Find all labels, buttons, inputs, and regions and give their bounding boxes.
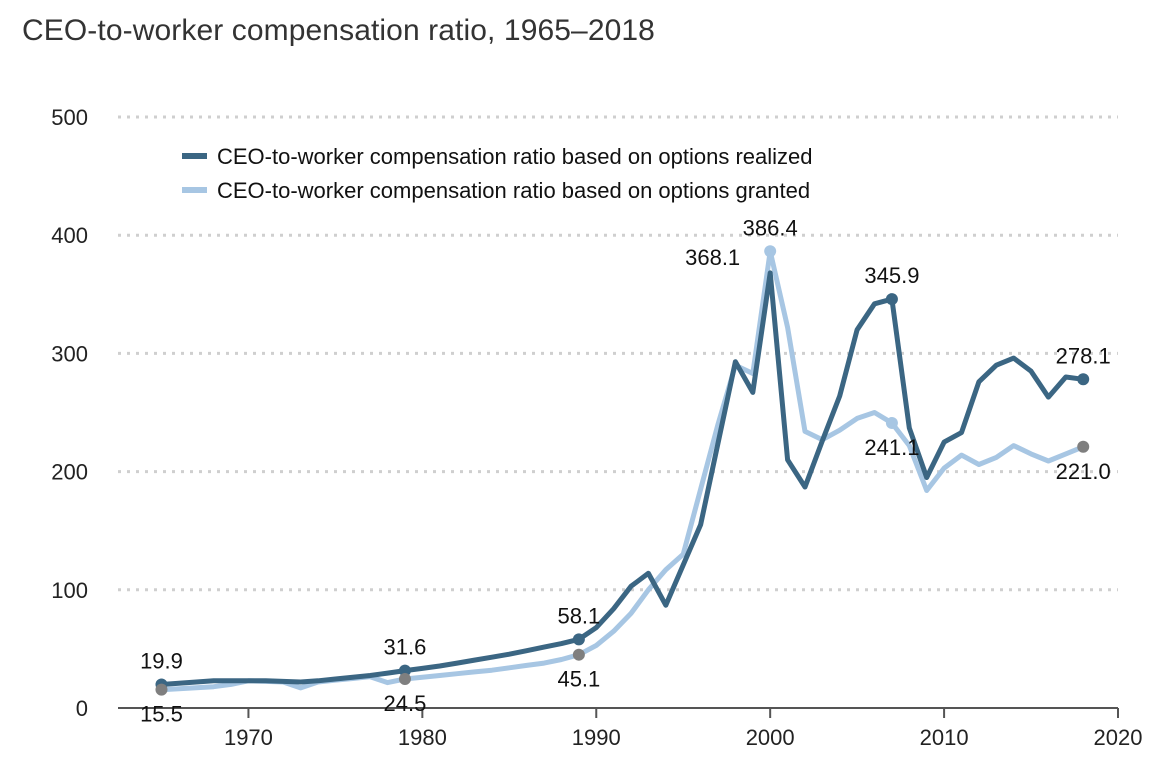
data-label-1965-granted: 15.5 (140, 702, 183, 727)
data-point-1989-realized (572, 633, 585, 646)
legend: CEO-to-worker compensation ratio based o… (182, 144, 813, 203)
x-tick-label-2000: 2000 (746, 725, 795, 750)
series-lines (159, 248, 1086, 693)
data-label-2018-granted: 221.0 (1056, 459, 1111, 484)
y-tick-label-300: 300 (51, 341, 88, 366)
data-point-1989-granted (572, 648, 585, 661)
x-tick-label-2010: 2010 (920, 725, 969, 750)
y-tick-label-100: 100 (51, 578, 88, 603)
data-label-2007-granted: 241.1 (864, 435, 919, 460)
y-tick-label-0: 0 (76, 696, 88, 721)
x-tick-label-1990: 1990 (572, 725, 621, 750)
y-tick-label-200: 200 (51, 460, 88, 485)
data-point-1979-realized (398, 664, 411, 677)
data-point-1979-granted (398, 673, 411, 686)
data-point-2007-realized (885, 293, 898, 306)
data-label-2018-realized: 278.1 (1056, 343, 1111, 368)
x-tick-label-2020: 2020 (1094, 725, 1143, 750)
y-tick-label-500: 500 (51, 105, 88, 130)
series-line-options-realized (159, 270, 1086, 687)
x-axis: 1970 1980 1990 2000 2010 2020 (118, 707, 1143, 750)
data-point-2000-granted (764, 245, 777, 258)
data-label-1979-realized: 31.6 (384, 635, 427, 660)
y-axis-ticks: 0 100 200 300 400 500 (51, 105, 88, 721)
data-label-2000-granted: 386.4 (743, 215, 798, 240)
x-tick-label-1980: 1980 (398, 725, 447, 750)
data-label-2007-realized: 345.9 (864, 263, 919, 288)
chart-title: CEO-to-worker compensation ratio, 1965–2… (22, 14, 655, 47)
data-label-1989-realized: 58.1 (557, 603, 600, 628)
x-tick-label-1970: 1970 (224, 725, 273, 750)
data-label-1989-granted: 45.1 (557, 667, 600, 692)
data-label-1965-realized: 19.9 (140, 648, 183, 673)
data-label-1979-granted: 24.5 (384, 691, 427, 716)
data-point-1965-granted (155, 683, 168, 696)
y-tick-label-400: 400 (51, 223, 88, 248)
legend-label-granted: CEO-to-worker compensation ratio based o… (217, 178, 810, 203)
data-point-2007-granted (885, 417, 898, 430)
legend-label-realized: CEO-to-worker compensation ratio based o… (217, 144, 813, 169)
data-point-2018-realized (1077, 373, 1090, 386)
data-point-2018-granted (1077, 440, 1090, 453)
data-label-2000-realized: 368.1 (685, 245, 740, 270)
data-markers (155, 245, 1090, 696)
